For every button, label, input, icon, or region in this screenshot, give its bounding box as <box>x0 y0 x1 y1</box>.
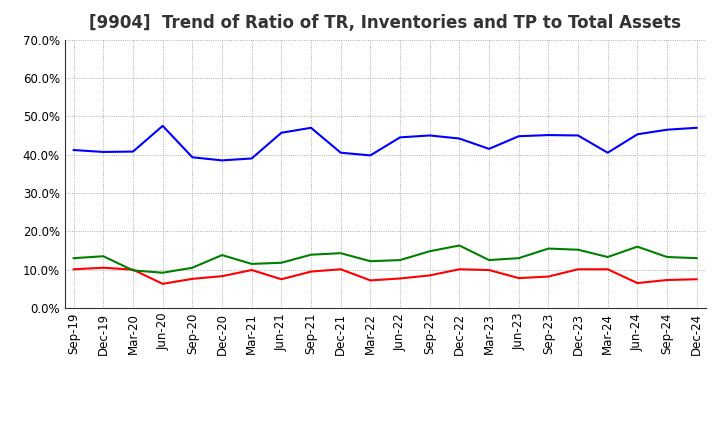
Line: Inventories: Inventories <box>73 126 697 160</box>
Inventories <box>307 125 315 130</box>
Inventories <box>662 127 671 132</box>
Trade Receivables <box>426 273 434 278</box>
Trade Receivables <box>662 277 671 282</box>
Inventories <box>217 158 226 163</box>
Trade Payables <box>544 246 553 251</box>
Trade Payables <box>158 270 167 275</box>
Trade Receivables <box>633 280 642 286</box>
Inventories <box>158 123 167 128</box>
Trade Receivables <box>248 268 256 273</box>
Trade Payables <box>188 265 197 270</box>
Inventories <box>544 132 553 138</box>
Inventories <box>277 130 286 136</box>
Trade Payables <box>693 256 701 261</box>
Trade Payables <box>217 253 226 258</box>
Trade Receivables <box>366 278 374 283</box>
Title: [9904]  Trend of Ratio of TR, Inventories and TP to Total Assets: [9904] Trend of Ratio of TR, Inventories… <box>89 15 681 33</box>
Trade Receivables <box>69 267 78 272</box>
Trade Payables <box>633 244 642 249</box>
Trade Payables <box>662 254 671 260</box>
Trade Payables <box>455 243 464 248</box>
Trade Receivables <box>693 277 701 282</box>
Trade Receivables <box>158 281 167 286</box>
Inventories <box>426 133 434 138</box>
Trade Receivables <box>544 274 553 279</box>
Trade Receivables <box>277 277 286 282</box>
Trade Payables <box>514 256 523 261</box>
Trade Payables <box>426 249 434 254</box>
Inventories <box>633 132 642 137</box>
Trade Payables <box>69 256 78 261</box>
Trade Receivables <box>574 267 582 272</box>
Trade Payables <box>129 268 138 273</box>
Trade Payables <box>248 261 256 267</box>
Trade Receivables <box>514 275 523 281</box>
Trade Payables <box>307 252 315 257</box>
Inventories <box>69 147 78 153</box>
Inventories <box>396 135 405 140</box>
Inventories <box>485 146 493 151</box>
Trade Payables <box>574 247 582 253</box>
Trade Payables <box>99 253 108 259</box>
Inventories <box>188 155 197 160</box>
Inventories <box>693 125 701 130</box>
Trade Payables <box>603 254 612 260</box>
Inventories <box>603 150 612 155</box>
Trade Payables <box>336 250 345 256</box>
Trade Payables <box>396 257 405 263</box>
Inventories <box>99 149 108 154</box>
Line: Trade Receivables: Trade Receivables <box>73 268 697 284</box>
Trade Receivables <box>217 274 226 279</box>
Trade Receivables <box>455 267 464 272</box>
Inventories <box>336 150 345 155</box>
Trade Receivables <box>336 267 345 272</box>
Inventories <box>366 153 374 158</box>
Trade Receivables <box>603 267 612 272</box>
Trade Receivables <box>129 267 138 272</box>
Inventories <box>129 149 138 154</box>
Trade Receivables <box>485 268 493 273</box>
Trade Receivables <box>99 265 108 270</box>
Line: Trade Payables: Trade Payables <box>73 246 697 273</box>
Trade Payables <box>485 257 493 263</box>
Trade Receivables <box>188 276 197 282</box>
Trade Receivables <box>307 269 315 274</box>
Trade Payables <box>366 259 374 264</box>
Inventories <box>514 134 523 139</box>
Trade Payables <box>277 260 286 265</box>
Inventories <box>574 133 582 138</box>
Trade Receivables <box>396 276 405 281</box>
Inventories <box>248 156 256 161</box>
Inventories <box>455 136 464 141</box>
